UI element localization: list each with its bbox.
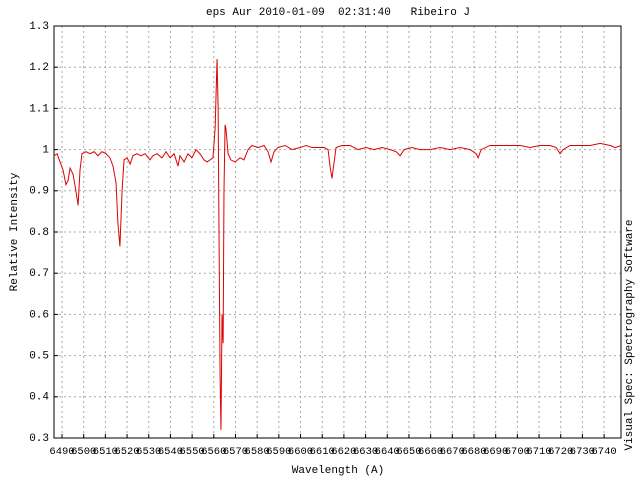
- y-tick-label: 1.3: [29, 21, 49, 33]
- x-tick-label: 6610: [310, 446, 335, 458]
- y-tick-label: 0.6: [29, 309, 49, 321]
- x-tick-label: 6500: [71, 446, 96, 458]
- x-tick-label: 6540: [158, 446, 183, 458]
- y-axis-label: Relative Intensity: [9, 172, 21, 291]
- y-tick-label: 1: [42, 145, 49, 157]
- x-tick-label: 6510: [93, 446, 118, 458]
- x-tick-label: 6590: [266, 446, 291, 458]
- x-tick-label: 6560: [201, 446, 226, 458]
- x-tick-label: 6570: [223, 446, 248, 458]
- x-tick-label: 6620: [331, 446, 356, 458]
- x-tick-label: 6720: [548, 446, 573, 458]
- y-tick-label: 0.8: [29, 227, 49, 239]
- x-tick-label: 6740: [591, 446, 616, 458]
- y-tick-label: 1.1: [29, 103, 49, 115]
- y-tick-label: 1.2: [29, 62, 49, 74]
- x-tick-label: 6580: [245, 446, 270, 458]
- side-text: Visual Spec: Spectrography Software: [624, 219, 636, 450]
- y-tick-label: 0.9: [29, 186, 49, 198]
- x-axis-label: Wavelength (A): [292, 465, 384, 477]
- y-tick-label: 0.7: [29, 268, 49, 280]
- x-tick-label: 6650: [396, 446, 421, 458]
- x-tick-label: 6530: [136, 446, 161, 458]
- y-tick-label: 0.3: [29, 433, 49, 445]
- x-tick-label: 6550: [180, 446, 205, 458]
- x-tick-label: 6630: [353, 446, 378, 458]
- y-tick-label: 0.5: [29, 351, 49, 363]
- x-tick-label: 6680: [461, 446, 486, 458]
- x-tick-label: 6490: [49, 446, 74, 458]
- chart-title: eps Aur 2010-01-09 02:31:40 Ribeiro J: [206, 7, 470, 19]
- x-tick-label: 6600: [288, 446, 313, 458]
- x-tick-label: 6690: [483, 446, 508, 458]
- x-tick-label: 6710: [526, 446, 551, 458]
- x-tick-label: 6520: [114, 446, 139, 458]
- x-tick-label: 6670: [440, 446, 465, 458]
- spectrum-line: [53, 58, 622, 430]
- x-tick-label: 6730: [570, 446, 595, 458]
- x-tick-label: 6640: [375, 446, 400, 458]
- x-tick-label: 6660: [418, 446, 443, 458]
- x-tick-label: 6700: [505, 446, 530, 458]
- y-tick-label: 0.4: [29, 392, 49, 404]
- plot-frame: [53, 25, 622, 439]
